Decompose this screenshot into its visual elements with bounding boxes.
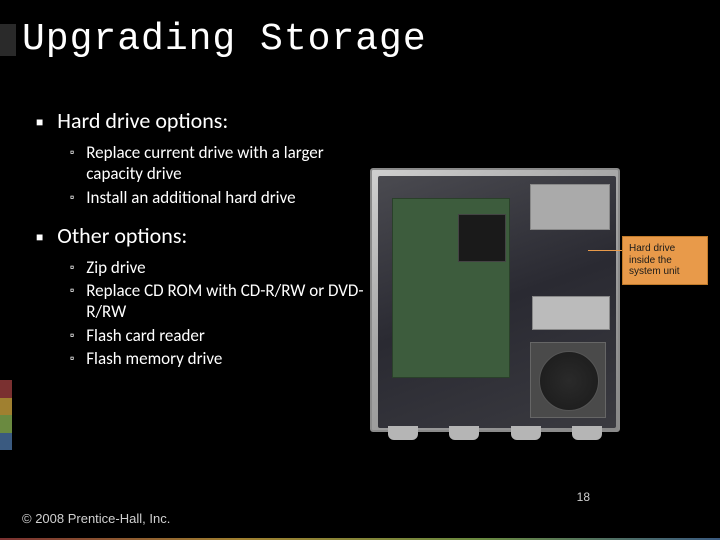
bullet-flash-card-reader: Flash card reader [70,325,366,346]
bullet-flash-memory-drive: Flash memory drive [70,348,366,369]
power-supply [530,342,606,418]
bullet-list: Hard drive options: Replace current driv… [36,107,366,369]
accent-stripe [0,380,12,450]
bullet-text: Zip drive [86,257,145,278]
stripe-segment [0,433,12,451]
cpu-fan [458,214,506,262]
bullet-install-additional: Install an additional hard drive [70,187,366,208]
callout-leader-line [588,250,622,251]
case-foot [572,426,602,440]
slide-title: Upgrading Storage [22,18,720,61]
stripe-segment [0,398,12,416]
stripe-segment [0,380,12,398]
bullet-other-options: Other options: [36,222,366,249]
case-foot [388,426,418,440]
text-column: Hard drive options: Replace current driv… [36,107,366,369]
pc-case-interior [378,176,616,428]
title-accent-block [0,24,16,56]
bullet-replace-drive: Replace current drive with a larger capa… [70,142,366,185]
case-foot [511,426,541,440]
psu-fan [539,351,599,411]
system-unit-image: Hard drive inside the system unit [370,168,708,448]
pc-case-outline [370,168,620,432]
bullet-zip-drive: Zip drive [70,257,366,278]
hard-drive-bay [532,296,610,330]
bullet-text: Flash memory drive [86,348,222,369]
bullet-replace-cdrom: Replace CD ROM with CD-R/RW or DVD-R/RW [70,280,366,323]
case-foot [449,426,479,440]
bullet-text: Replace current drive with a larger capa… [86,142,366,185]
bullet-hard-drive-options: Hard drive options: [36,107,366,134]
bullet-text: Other options: [57,222,187,249]
bullet-text: Flash card reader [86,325,205,346]
page-number: 18 [577,490,590,504]
title-wrap: Upgrading Storage [0,18,720,61]
slide-container: Upgrading Storage Hard drive options: Re… [0,0,720,540]
bullet-text: Replace CD ROM with CD-R/RW or DVD-R/RW [86,280,366,323]
case-feet [372,426,618,440]
bullet-text: Hard drive options: [57,107,228,134]
callout-label: Hard drive inside the system unit [622,236,708,285]
optical-drive-bay [530,184,610,230]
copyright-footer: © 2008 Prentice-Hall, Inc. [22,511,170,526]
stripe-segment [0,415,12,433]
bullet-text: Install an additional hard drive [86,187,295,208]
